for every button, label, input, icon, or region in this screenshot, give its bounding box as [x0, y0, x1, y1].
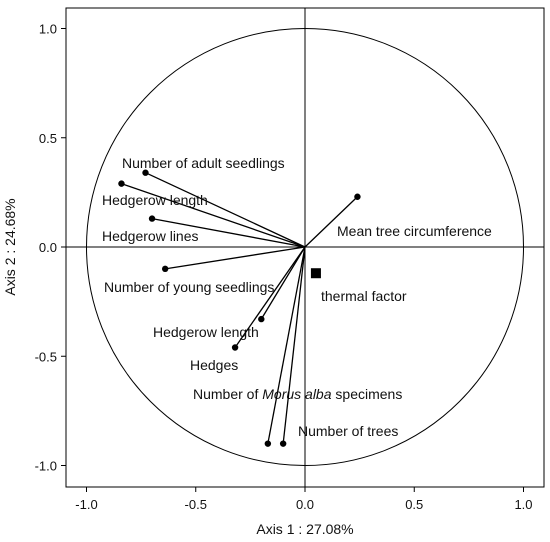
y-tick-label: 0.0: [39, 240, 57, 255]
vector-label: Hedgerow length: [102, 192, 208, 208]
vector-endpoint: [279, 440, 287, 447]
vector-label: Mean tree circumference: [337, 223, 492, 239]
vector-label: Hedges: [190, 357, 238, 373]
vector-endpoint: [118, 180, 125, 187]
y-tick-label: -1.0: [35, 459, 57, 474]
vector-line: [267, 246, 306, 444]
vector-endpoint: [264, 440, 272, 447]
x-tick-label: 1.0: [514, 497, 532, 512]
vector-label: Number of young seedlings: [104, 279, 274, 295]
vector-line: [165, 246, 306, 270]
y-axis-title: Axis 2 : 24.68%: [2, 198, 18, 295]
y-axis-ticks: 1.0 0.5 0.0 -0.5 -1.0: [35, 22, 66, 474]
vector-line: [121, 183, 306, 248]
vector-line: [260, 246, 306, 320]
x-tick-label: -0.5: [185, 497, 207, 512]
x-axis-title: Axis 1 : 27.08%: [256, 521, 353, 537]
vector-line: [282, 246, 306, 444]
vector-endpoint: [142, 169, 149, 176]
vector-line: [151, 217, 306, 248]
vector-label: Number of adult seedlings: [122, 155, 285, 171]
vector-endpoint: [258, 315, 265, 323]
vector-endpoint: [161, 265, 169, 273]
variable-vectors: Number of adult seedlings Hedgerow length…: [102, 155, 492, 447]
x-tick-label: -1.0: [75, 497, 97, 512]
vector-endpoint: [231, 344, 239, 351]
y-tick-label: 0.5: [39, 131, 57, 146]
x-axis-ticks: -1.0 -0.5 0.0 0.5 1.0: [75, 487, 533, 512]
y-tick-label: 1.0: [39, 22, 57, 37]
x-tick-label: 0.0: [296, 497, 314, 512]
vector-line: [304, 196, 358, 248]
x-tick-label: 0.5: [405, 497, 423, 512]
vector-line: [145, 172, 306, 248]
supplementary-points: thermal factor: [310, 268, 407, 304]
supplementary-label: thermal factor: [321, 288, 407, 304]
vector-label: Number of trees: [298, 423, 398, 439]
supplementary-marker: [310, 268, 321, 279]
vector-line: [234, 246, 306, 348]
vector-label: Hedgerow length: [153, 324, 259, 340]
vector-endpoint: [354, 193, 361, 200]
y-tick-label: -0.5: [35, 349, 57, 364]
vector-label: Hedgerow lines: [102, 228, 199, 244]
vector-endpoint: [148, 215, 156, 222]
vector-label: Number of Morus alba specimens: [193, 386, 402, 402]
